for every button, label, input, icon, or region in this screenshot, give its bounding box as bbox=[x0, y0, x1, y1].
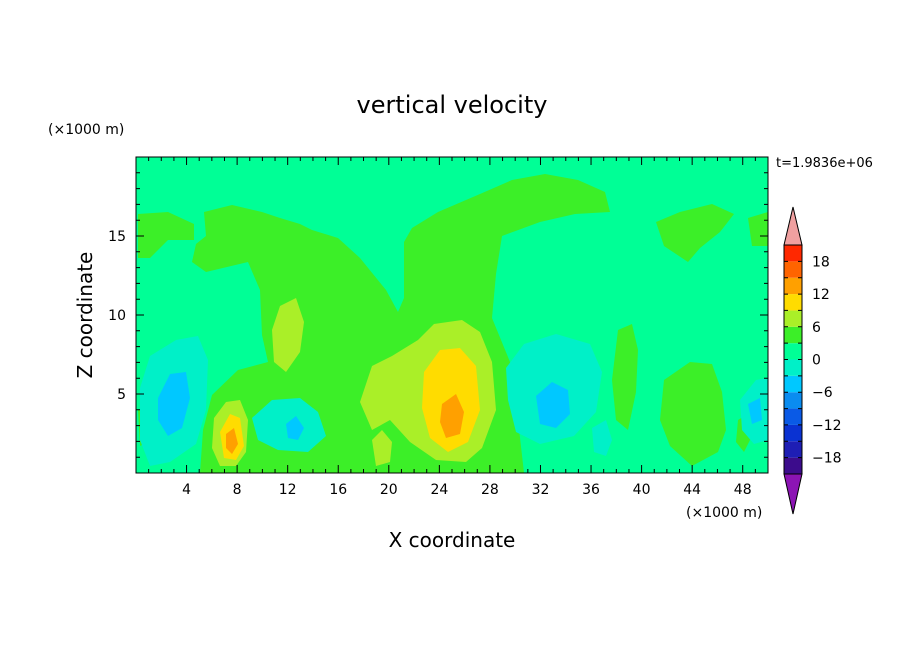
y-tick-label: 15 bbox=[108, 229, 126, 245]
y-tick-label: 10 bbox=[108, 308, 126, 324]
colorbar-segment bbox=[784, 294, 802, 311]
colorbar-segment bbox=[784, 457, 802, 474]
colorbar-segment bbox=[784, 245, 802, 262]
contour-level-0-3 bbox=[138, 212, 194, 258]
colorbar-segment bbox=[784, 343, 802, 360]
y-tick-labels: 5 10 15 bbox=[108, 229, 126, 403]
chart-title: vertical velocity bbox=[357, 91, 548, 119]
x-tick-label: 24 bbox=[430, 482, 448, 498]
colorbar-segment bbox=[784, 392, 802, 409]
colorbar-segment bbox=[784, 277, 802, 295]
contour-level-neg6-neg3 bbox=[536, 382, 570, 428]
colorbar-segment bbox=[784, 310, 802, 327]
colorbar-segment bbox=[784, 408, 802, 425]
x-tick-label: 12 bbox=[279, 482, 297, 498]
colorbar-under-arrow bbox=[783, 473, 803, 515]
contour-level-3-6 bbox=[372, 430, 392, 466]
x-axis-label: X coordinate bbox=[389, 528, 516, 552]
contour-level-3-6 bbox=[272, 298, 304, 372]
contour-level-neg3-0 bbox=[592, 420, 612, 456]
x-tick-label: 40 bbox=[633, 482, 651, 498]
x-tick-label: 4 bbox=[182, 482, 191, 498]
colorbar-segment bbox=[784, 359, 802, 376]
y-axis-label: Z coordinate bbox=[73, 252, 97, 379]
colorbar-label: 12 bbox=[812, 287, 830, 303]
colorbar-label: −12 bbox=[812, 418, 842, 434]
x-tick-label: 20 bbox=[380, 482, 398, 498]
x-unit-label: (×1000 m) bbox=[686, 505, 762, 521]
colorbar-label: 18 bbox=[812, 254, 830, 270]
time-label: t=1.9836e+06 bbox=[776, 156, 873, 171]
x-tick-label: 36 bbox=[582, 482, 600, 498]
tick-marks bbox=[136, 157, 768, 473]
colorbar-label: −18 bbox=[812, 451, 842, 467]
x-tick-label: 48 bbox=[734, 482, 752, 498]
x-tick-label: 28 bbox=[481, 482, 499, 498]
contour-level-neg6-neg3 bbox=[158, 372, 190, 436]
y-tick-label: 5 bbox=[117, 387, 126, 403]
contour-level-neg6-neg3 bbox=[286, 416, 304, 440]
contour-level-0-3 bbox=[660, 362, 726, 466]
x-tick-label: 16 bbox=[329, 482, 347, 498]
contour-level-neg6-neg3 bbox=[748, 398, 762, 424]
colorbar-segment bbox=[784, 375, 802, 393]
colorbar-label: 6 bbox=[812, 320, 821, 336]
y-unit-label: (×1000 m) bbox=[48, 122, 124, 138]
x-tick-labels: 4 8 12 16 20 24 28 32 36 40 44 48 bbox=[182, 482, 752, 498]
colorbar-segment bbox=[784, 261, 802, 278]
contour-level-0-3 bbox=[748, 212, 768, 246]
colorbar-segment bbox=[784, 326, 802, 344]
x-tick-label: 44 bbox=[683, 482, 701, 498]
colorbar-label: −6 bbox=[812, 385, 833, 401]
axis-ticks bbox=[136, 157, 768, 473]
x-tick-label: 32 bbox=[532, 482, 550, 498]
colorbar-ticks bbox=[784, 260, 802, 459]
colorbar-segment bbox=[784, 441, 802, 458]
colorbar-over-arrow bbox=[783, 206, 803, 246]
contour-level-9-12 bbox=[440, 394, 464, 438]
colorbar-labels: 18 12 6 0 −6 −12 −18 bbox=[812, 254, 842, 466]
contour-level-9-12 bbox=[226, 428, 238, 454]
contour-level-0-3 bbox=[656, 204, 734, 262]
colorbar bbox=[783, 206, 803, 515]
x-tick-label: 8 bbox=[233, 482, 242, 498]
colorbar-segment bbox=[784, 424, 802, 442]
contour-field bbox=[136, 157, 768, 473]
colorbar-label: 0 bbox=[812, 353, 821, 369]
contour-level-0-3 bbox=[612, 324, 638, 430]
